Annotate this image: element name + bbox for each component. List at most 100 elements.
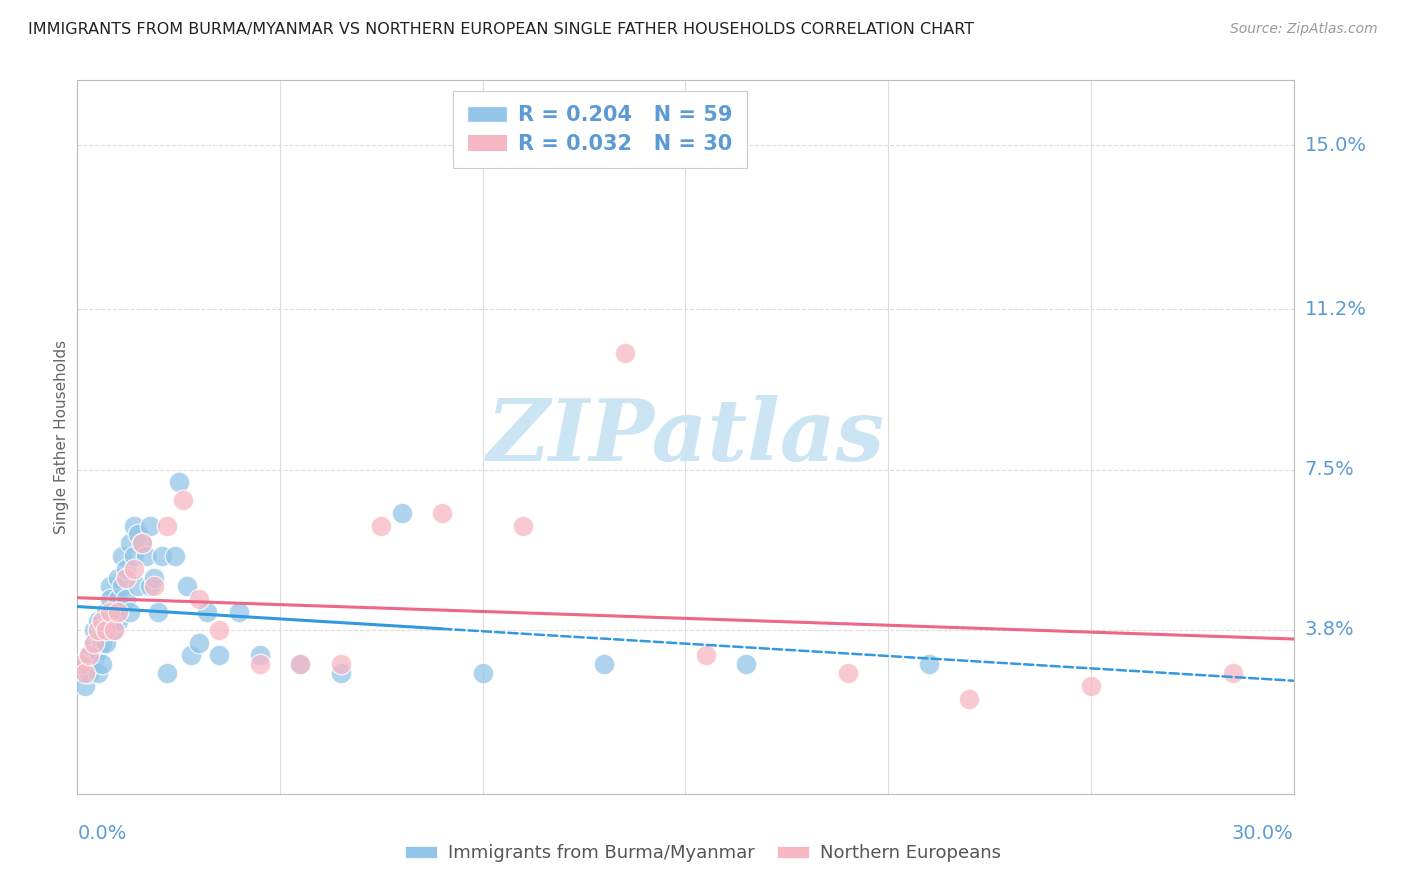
- Point: [208, 648, 231, 663]
- Point: [118, 605, 141, 619]
- Point: [1222, 665, 1244, 680]
- Point: [249, 648, 271, 663]
- Point: [122, 549, 145, 563]
- Point: [176, 579, 198, 593]
- Point: [735, 657, 758, 672]
- Point: [94, 635, 117, 649]
- Point: [370, 518, 392, 533]
- Point: [593, 657, 616, 672]
- Text: 7.5%: 7.5%: [1305, 460, 1354, 479]
- Point: [86, 614, 108, 628]
- Point: [148, 605, 170, 619]
- Point: [122, 562, 145, 576]
- Point: [94, 623, 117, 637]
- Point: [90, 614, 112, 628]
- Point: [107, 614, 129, 628]
- Point: [75, 657, 97, 672]
- Text: 15.0%: 15.0%: [1305, 136, 1367, 154]
- Text: 3.8%: 3.8%: [1305, 620, 1354, 639]
- Point: [79, 665, 101, 680]
- Point: [75, 679, 97, 693]
- Point: [70, 657, 93, 672]
- Point: [111, 579, 134, 593]
- Point: [139, 518, 162, 533]
- Text: ZIPatlas: ZIPatlas: [486, 395, 884, 479]
- Point: [613, 345, 636, 359]
- Point: [695, 648, 717, 663]
- Point: [86, 665, 108, 680]
- Point: [79, 648, 101, 663]
- Point: [143, 579, 166, 593]
- Point: [167, 475, 190, 490]
- Point: [111, 549, 134, 563]
- Point: [122, 518, 145, 533]
- Point: [79, 648, 101, 663]
- Point: [94, 623, 117, 637]
- Point: [208, 623, 231, 637]
- Point: [228, 605, 250, 619]
- Point: [90, 614, 112, 628]
- Text: IMMIGRANTS FROM BURMA/MYANMAR VS NORTHERN EUROPEAN SINGLE FATHER HOUSEHOLDS CORR: IMMIGRANTS FROM BURMA/MYANMAR VS NORTHER…: [28, 22, 974, 37]
- Point: [135, 549, 157, 563]
- Point: [75, 665, 97, 680]
- Point: [957, 691, 980, 706]
- Point: [471, 665, 494, 680]
- Point: [86, 623, 108, 637]
- Point: [107, 605, 129, 619]
- Point: [86, 644, 108, 658]
- Y-axis label: Single Father Households: Single Father Households: [53, 340, 69, 534]
- Legend: Immigrants from Burma/Myanmar, Northern Europeans: Immigrants from Burma/Myanmar, Northern …: [398, 838, 1008, 870]
- Point: [118, 536, 141, 550]
- Text: 11.2%: 11.2%: [1305, 300, 1367, 319]
- Point: [83, 623, 105, 637]
- Point: [391, 506, 413, 520]
- Point: [103, 623, 125, 637]
- Point: [139, 579, 162, 593]
- Point: [107, 592, 129, 607]
- Point: [195, 605, 218, 619]
- Point: [70, 665, 93, 680]
- Point: [837, 665, 859, 680]
- Point: [90, 657, 112, 672]
- Point: [103, 605, 125, 619]
- Point: [163, 549, 186, 563]
- Legend: R = 0.204   N = 59, R = 0.032   N = 30: R = 0.204 N = 59, R = 0.032 N = 30: [454, 91, 747, 169]
- Point: [107, 571, 129, 585]
- Point: [127, 527, 149, 541]
- Point: [155, 518, 177, 533]
- Point: [94, 605, 117, 619]
- Point: [115, 571, 138, 585]
- Point: [127, 579, 149, 593]
- Point: [290, 657, 312, 672]
- Point: [155, 665, 177, 680]
- Point: [329, 657, 352, 672]
- Point: [83, 635, 105, 649]
- Text: Source: ZipAtlas.com: Source: ZipAtlas.com: [1230, 22, 1378, 37]
- Point: [512, 518, 534, 533]
- Point: [83, 635, 105, 649]
- Point: [103, 623, 125, 637]
- Point: [329, 665, 352, 680]
- Point: [143, 571, 166, 585]
- Point: [152, 549, 174, 563]
- Text: 30.0%: 30.0%: [1232, 824, 1294, 844]
- Point: [98, 579, 121, 593]
- Point: [918, 657, 941, 672]
- Point: [188, 592, 211, 607]
- Point: [172, 492, 194, 507]
- Point: [188, 635, 211, 649]
- Point: [115, 562, 138, 576]
- Point: [83, 657, 105, 672]
- Point: [131, 536, 153, 550]
- Point: [90, 635, 112, 649]
- Point: [249, 657, 271, 672]
- Point: [290, 657, 312, 672]
- Point: [1080, 679, 1102, 693]
- Text: 0.0%: 0.0%: [77, 824, 127, 844]
- Point: [98, 614, 121, 628]
- Point: [98, 592, 121, 607]
- Point: [180, 648, 202, 663]
- Point: [131, 536, 153, 550]
- Point: [430, 506, 453, 520]
- Point: [115, 592, 138, 607]
